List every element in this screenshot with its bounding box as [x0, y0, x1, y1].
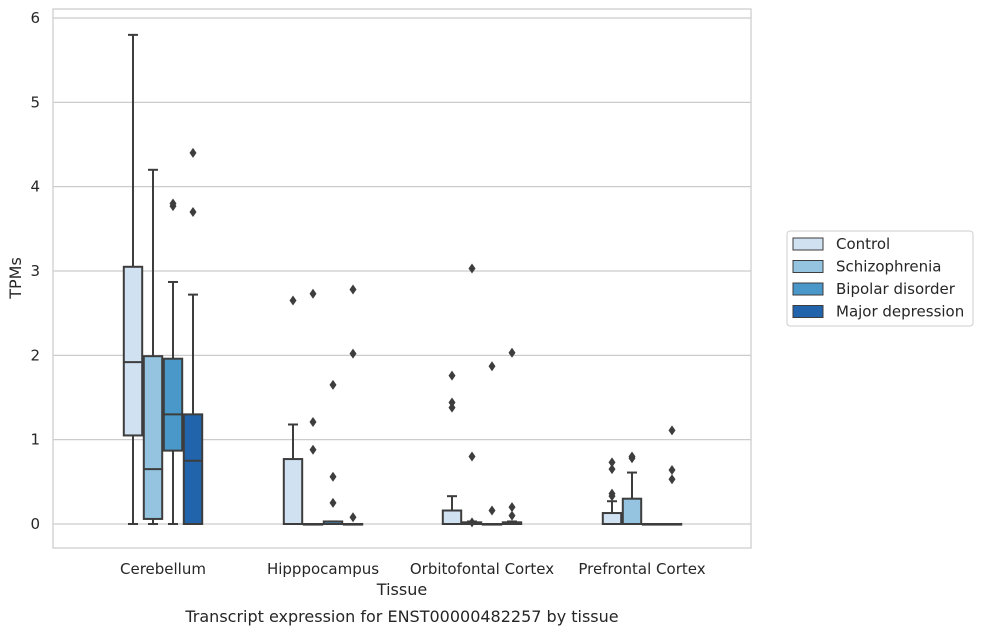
chart-caption: Transcript expression for ENST0000048225… — [184, 607, 618, 626]
box-body — [162, 357, 184, 452]
box-control — [441, 370, 463, 525]
outlier-point — [349, 512, 357, 523]
outlier-point — [309, 288, 317, 299]
box-schizophrenia — [142, 168, 164, 525]
boxes-layer — [122, 33, 683, 528]
outlier-point — [488, 505, 496, 516]
y-tick-label: 0 — [30, 515, 40, 533]
y-tick-label: 6 — [30, 9, 40, 27]
x-tick-label: Orbitofontal Cortex — [410, 560, 554, 578]
outlier-point — [508, 502, 516, 513]
box-major-depression — [661, 425, 683, 526]
box-body — [182, 413, 204, 525]
outlier-point — [448, 370, 456, 381]
legend-label: Bipolar disorder — [836, 280, 956, 298]
outlier-point — [189, 206, 197, 217]
x-tick-labels: Cerebellum Hipppocampus Orbitofontal Corte… — [120, 560, 706, 578]
box-body — [282, 458, 304, 525]
outlier-point — [608, 464, 616, 475]
outlier-point — [488, 361, 496, 372]
y-tick-label: 4 — [30, 178, 40, 196]
x-axis-title: Tissue — [376, 580, 427, 599]
box-bipolar-disorder — [481, 361, 503, 526]
outlier-point — [309, 444, 317, 455]
box-schizophrenia — [621, 451, 643, 526]
y-tick-label: 1 — [30, 431, 40, 449]
outlier-point — [329, 497, 337, 508]
outlier-point — [448, 397, 456, 408]
box-body — [441, 509, 463, 525]
outlier-point — [448, 402, 456, 413]
outlier-point — [349, 348, 357, 359]
box-control — [282, 295, 304, 525]
legend-label: Control — [836, 235, 890, 253]
legend-swatch — [792, 305, 824, 318]
outlier-point — [468, 517, 476, 528]
box-control — [601, 457, 623, 526]
box-major-depression — [342, 284, 364, 526]
outlier-point — [329, 471, 337, 482]
box-body — [601, 512, 623, 526]
plot-area-frame — [52, 8, 752, 549]
outlier-point — [508, 347, 516, 358]
outlier-point — [468, 263, 476, 274]
legend: Control Schizophrenia Bipolar disorder Majo… — [786, 230, 974, 327]
box-bipolar-disorder — [322, 379, 344, 525]
outlier-point — [608, 488, 616, 499]
box-control — [122, 33, 144, 525]
x-tick-label: Cerebellum — [120, 560, 206, 578]
box-schizophrenia — [461, 263, 483, 528]
outlier-point — [349, 284, 357, 295]
y-tick-label: 3 — [30, 262, 40, 280]
outlier-point — [508, 510, 516, 521]
legend-swatch — [792, 260, 824, 273]
outlier-point — [309, 416, 317, 427]
legend-frame — [786, 230, 974, 327]
outlier-point — [668, 425, 676, 436]
box-body — [142, 355, 164, 520]
outlier-point — [289, 295, 297, 306]
box-bipolar-disorder — [641, 523, 663, 526]
outlier-point — [608, 457, 616, 468]
box-body — [621, 497, 643, 526]
x-tick-label: Prefrontal Cortex — [578, 560, 705, 578]
legend-label: Major depression — [836, 303, 964, 321]
outlier-point — [668, 474, 676, 485]
legend-swatch — [792, 282, 824, 296]
outlier-point — [329, 379, 337, 390]
box-schizophrenia — [302, 288, 324, 526]
y-axis-title: TPMs — [6, 257, 25, 300]
legend-label: Schizophrenia — [836, 258, 941, 276]
y-tick-label: 5 — [30, 93, 40, 111]
outlier-point — [468, 451, 476, 462]
outlier-point — [628, 451, 636, 462]
outlier-point — [189, 147, 197, 158]
box-major-depression — [501, 347, 523, 526]
box-bipolar-disorder — [162, 198, 184, 525]
x-tick-label: Hipppocampus — [267, 560, 379, 578]
outlier-point — [169, 198, 177, 209]
box-body — [122, 265, 144, 437]
y-tick-labels: 0 1 2 3 4 5 6 — [30, 9, 40, 533]
outlier-point — [668, 465, 676, 476]
y-tick-label: 2 — [30, 346, 40, 364]
legend-swatch — [792, 237, 824, 251]
box-major-depression — [182, 147, 204, 525]
